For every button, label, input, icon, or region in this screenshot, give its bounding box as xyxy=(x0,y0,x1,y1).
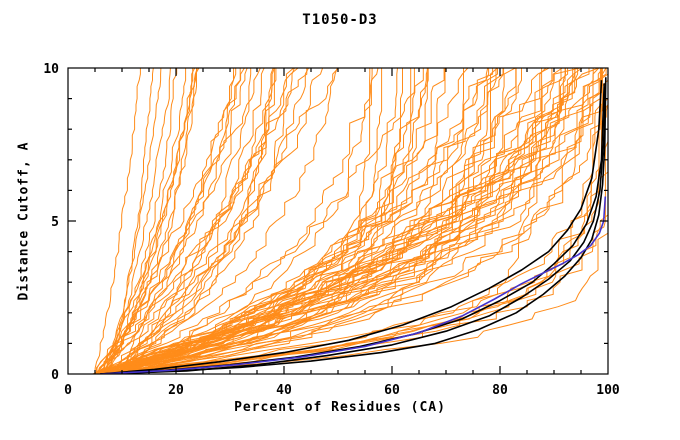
x-tick-label: 100 xyxy=(596,383,620,398)
ensemble-curve xyxy=(101,68,464,374)
y-tick-label: 10 xyxy=(43,62,59,77)
ensemble-curve xyxy=(98,68,178,374)
ensemble-curve xyxy=(106,68,429,374)
ensemble-curve xyxy=(98,68,275,374)
ensemble-curve xyxy=(112,68,594,374)
ensemble-curve xyxy=(92,68,308,374)
ensemble-curve xyxy=(103,68,403,374)
ensemble-curve xyxy=(108,68,415,374)
ensemble-curve xyxy=(98,68,504,374)
ensemble-curve xyxy=(121,68,383,374)
y-tick-label: 0 xyxy=(51,368,59,383)
ensemble-curve xyxy=(96,68,429,374)
ensemble-curve xyxy=(114,68,498,374)
ensemble-curve xyxy=(95,68,566,374)
ensemble-curve xyxy=(114,68,569,374)
ensemble-curve xyxy=(105,68,600,374)
ensemble-curve xyxy=(113,68,277,374)
ensemble-curve xyxy=(92,68,553,374)
ensemble-curve xyxy=(116,68,252,374)
ensemble-curve xyxy=(107,68,338,374)
ensemble-curve xyxy=(115,68,601,374)
ensemble-curve xyxy=(94,68,141,374)
ensemble-curve xyxy=(92,68,428,374)
x-tick-label: 40 xyxy=(276,383,292,398)
ensemble-curve xyxy=(105,68,604,374)
ensemble-curve xyxy=(97,68,187,374)
y-tick-label: 5 xyxy=(51,215,59,230)
ensemble-curve xyxy=(112,68,295,374)
ensemble-curve xyxy=(102,68,602,374)
ensemble-curve xyxy=(104,68,194,374)
ensemble-curve xyxy=(119,68,602,374)
best-model-1-curve xyxy=(100,77,607,374)
ensemble-curve xyxy=(109,68,469,374)
ensemble-curve xyxy=(116,68,275,374)
ensemble-curve xyxy=(105,68,198,374)
ensemble-curve xyxy=(95,68,248,374)
selected-model-blue-curve xyxy=(100,196,607,374)
ensemble-curve xyxy=(111,68,309,374)
ensemble-curve xyxy=(107,68,162,374)
ensemble-curve xyxy=(109,68,154,374)
ensemble-curve xyxy=(97,68,261,374)
ensemble-curve xyxy=(121,68,590,374)
ensemble-curve xyxy=(95,68,265,374)
x-tick-label: 80 xyxy=(492,383,508,398)
ensemble-curve xyxy=(109,68,324,374)
ensemble-curve xyxy=(109,68,274,374)
ensemble-curve xyxy=(119,68,446,374)
ensemble-curve xyxy=(99,68,517,374)
ensemble-curve xyxy=(93,68,608,374)
ensemble-curve xyxy=(96,68,299,374)
ensemble-curve xyxy=(117,68,373,374)
best-model-4-curve xyxy=(100,86,607,374)
ensemble-curve xyxy=(115,68,562,374)
ensemble-curve xyxy=(102,68,379,374)
ensemble-curve xyxy=(96,68,490,374)
ensemble-curve xyxy=(109,68,608,374)
x-axis-title: Percent of Residues (CA) xyxy=(234,400,446,415)
x-tick-label: 0 xyxy=(64,383,72,398)
x-tick-label: 60 xyxy=(384,383,400,398)
chart-title: T1050-D3 xyxy=(302,12,378,28)
best-model-3-curve xyxy=(100,80,603,374)
ensemble-curve xyxy=(102,68,576,374)
x-tick-label: 20 xyxy=(168,383,184,398)
ensemble-curve xyxy=(106,68,371,374)
ensemble-curve xyxy=(107,68,522,374)
ensemble-curve xyxy=(117,68,580,374)
